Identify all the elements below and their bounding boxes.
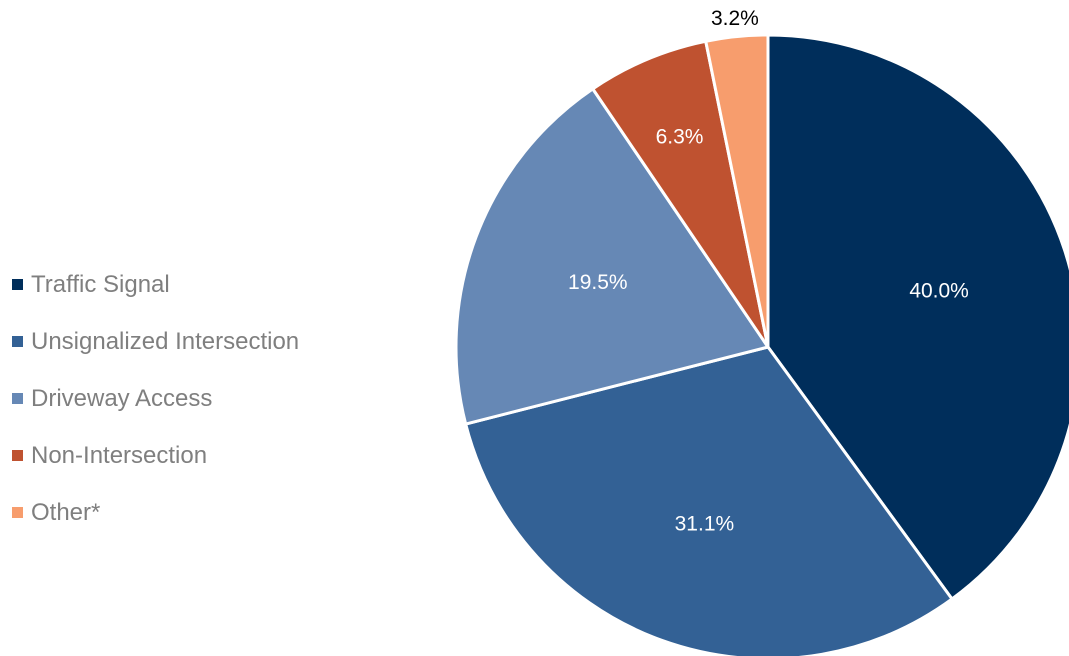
legend-item-unsignalized-intersection: Unsignalized Intersection xyxy=(12,313,299,370)
legend-item-non-intersection: Non-Intersection xyxy=(12,427,299,484)
pie-slice-non-intersection xyxy=(591,39,770,349)
legend-swatch xyxy=(12,279,23,290)
legend-label: Other* xyxy=(31,498,101,526)
legend-swatch xyxy=(12,393,23,404)
chart-legend: Traffic Signal Unsignalized Intersection D… xyxy=(12,256,299,541)
legend-label: Unsignalized Intersection xyxy=(31,327,300,355)
pie-slice-unsignalized-intersection xyxy=(464,345,954,656)
legend-item-driveway-access: Driveway Access xyxy=(12,370,299,427)
legend-swatch xyxy=(12,450,23,461)
pie-slice-traffic-signal xyxy=(766,33,1069,601)
data-label-unsignalized-intersection: 31.1% xyxy=(675,512,735,535)
legend-swatch xyxy=(12,336,23,347)
legend-item-traffic-signal: Traffic Signal xyxy=(12,256,299,313)
data-label-non-intersection: 6.3% xyxy=(656,125,704,148)
legend-item-other: Other* xyxy=(12,484,299,541)
pie-slice-other xyxy=(704,33,770,349)
data-label-driveway-access: 19.5% xyxy=(568,271,628,294)
legend-label: Traffic Signal xyxy=(31,270,170,298)
data-label-traffic-signal: 40.0% xyxy=(909,280,969,303)
pie-slice-driveway-access xyxy=(454,87,770,426)
data-label-other: 3.2% xyxy=(711,7,759,30)
legend-swatch xyxy=(12,507,23,518)
legend-label: Driveway Access xyxy=(31,384,213,412)
legend-label: Non-Intersection xyxy=(31,441,208,469)
